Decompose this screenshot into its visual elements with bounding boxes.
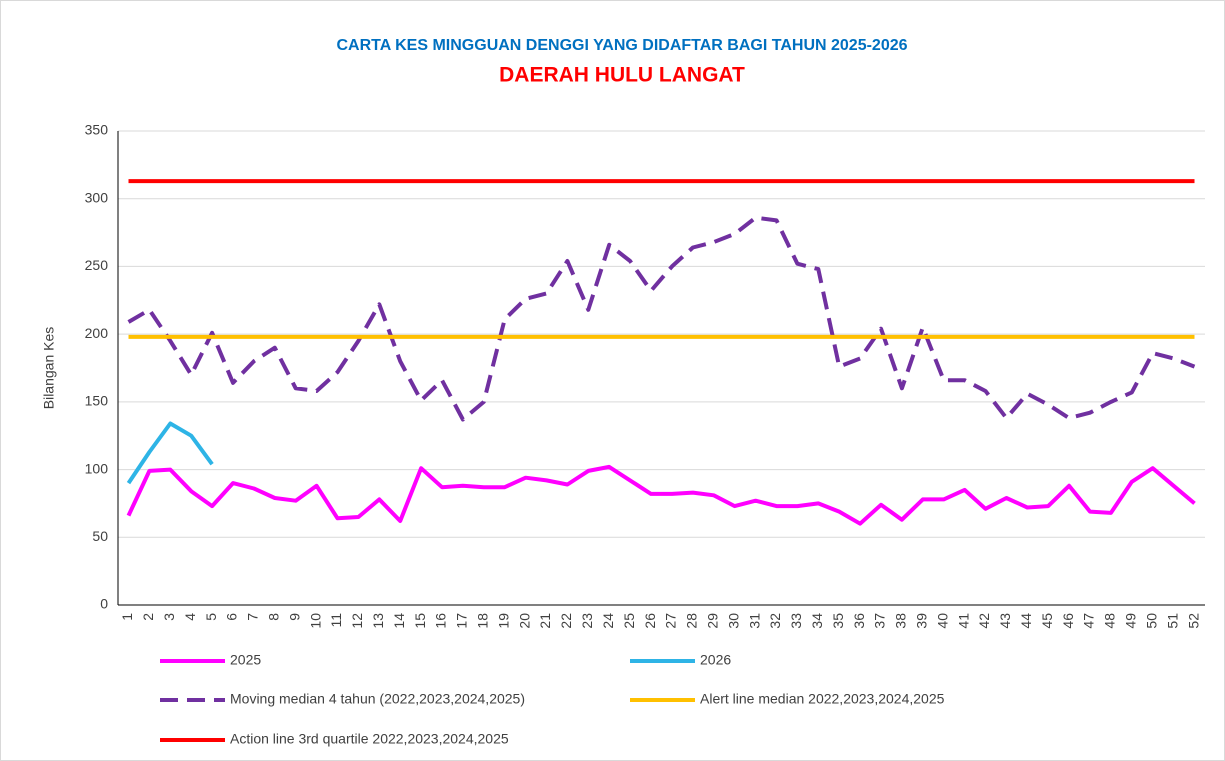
x-tick-label: 10 xyxy=(307,613,323,629)
x-tick-label: 52 xyxy=(1185,613,1201,629)
x-tick-label: 50 xyxy=(1143,613,1159,629)
y-axis-title: Bilangan Kes xyxy=(41,327,57,410)
x-tick-label: 31 xyxy=(746,613,762,629)
x-tick-label: 23 xyxy=(579,613,595,629)
y-tick-label: 250 xyxy=(85,257,109,273)
x-tick-label: 39 xyxy=(914,613,930,629)
x-tick-label: 35 xyxy=(830,613,846,629)
series-line xyxy=(127,215,1196,422)
x-tick-label: 36 xyxy=(851,613,867,629)
x-tick-label: 40 xyxy=(934,613,950,629)
x-tick-label: 7 xyxy=(245,613,261,621)
x-tick-label: 2 xyxy=(140,613,156,621)
x-tick-label: 26 xyxy=(642,613,658,629)
x-tick-label: 24 xyxy=(600,613,616,629)
x-tick-label: 15 xyxy=(412,613,428,629)
x-tick-label: 6 xyxy=(224,613,240,621)
legend-label: 2025 xyxy=(230,652,261,668)
y-tick-label: 50 xyxy=(92,528,108,544)
x-tick-label: 12 xyxy=(349,613,365,629)
x-tick-label: 18 xyxy=(475,613,491,629)
x-tick-label: 43 xyxy=(997,613,1013,629)
y-tick-label: 0 xyxy=(100,596,108,612)
x-tick-label: 9 xyxy=(286,613,302,621)
x-tick-label: 44 xyxy=(1018,613,1034,629)
y-tick-label: 200 xyxy=(85,325,109,341)
x-tick-label: 16 xyxy=(433,613,449,629)
x-tick-label: 3 xyxy=(161,613,177,621)
chart-title: CARTA KES MINGGUAN DENGGI YANG DIDAFTAR … xyxy=(336,37,907,54)
x-tick-label: 8 xyxy=(265,613,281,621)
legend-label: Action line 3rd quartile 2022,2023,2024,… xyxy=(230,731,509,747)
x-tick-label: 25 xyxy=(621,613,637,629)
legend-label: Alert line median 2022,2023,2024,2025 xyxy=(700,691,945,707)
legend-label: 2026 xyxy=(700,652,731,668)
chart-subtitle: DAERAH HULU LANGAT xyxy=(499,64,745,87)
x-tick-label: 11 xyxy=(328,613,344,628)
series-line xyxy=(126,421,214,485)
x-tick-label: 30 xyxy=(725,613,741,629)
x-tick-label: 51 xyxy=(1164,613,1180,629)
x-tick-label: 48 xyxy=(1102,613,1118,629)
x-tick-label: 37 xyxy=(872,613,888,629)
x-tick-label: 20 xyxy=(516,613,532,629)
x-tick-label: 47 xyxy=(1081,613,1097,629)
x-tick-label: 27 xyxy=(663,613,679,629)
x-tick-label: 13 xyxy=(370,613,386,629)
x-tick-label: 41 xyxy=(955,613,971,629)
y-tick-label: 300 xyxy=(85,189,109,205)
x-tick-label: 22 xyxy=(558,613,574,629)
x-tick-label: 38 xyxy=(893,613,909,629)
x-tick-label: 5 xyxy=(203,613,219,621)
x-tick-label: 46 xyxy=(1060,613,1076,629)
x-tick-label: 1 xyxy=(119,613,135,621)
x-tick-label: 21 xyxy=(537,613,553,629)
x-tick-label: 49 xyxy=(1123,613,1139,629)
x-tick-label: 32 xyxy=(767,613,783,629)
y-tick-label: 150 xyxy=(85,393,109,409)
x-tick-label: 28 xyxy=(684,613,700,629)
y-tick-label: 100 xyxy=(85,460,109,476)
x-tick-label: 42 xyxy=(976,613,992,629)
x-tick-label: 14 xyxy=(391,613,407,629)
x-tick-label: 29 xyxy=(704,613,720,629)
x-tick-label: 34 xyxy=(809,613,825,629)
x-tick-label: 17 xyxy=(454,613,470,629)
x-tick-label: 45 xyxy=(1039,613,1055,629)
x-tick-label: 19 xyxy=(495,613,511,629)
y-tick-label: 350 xyxy=(85,122,109,138)
series-line xyxy=(126,464,1196,526)
legend-label: Moving median 4 tahun (2022,2023,2024,20… xyxy=(230,691,525,707)
x-tick-label: 33 xyxy=(788,613,804,629)
x-tick-label: 4 xyxy=(182,613,198,621)
